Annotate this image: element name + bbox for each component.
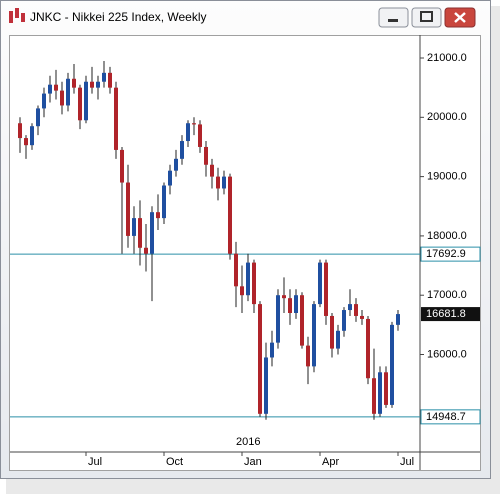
candle-body xyxy=(222,176,226,189)
candle-body xyxy=(378,372,382,414)
candle-body xyxy=(210,164,214,177)
price-tag-label: 14948.7 xyxy=(426,411,466,423)
x-tick-label: Jul xyxy=(88,456,102,468)
candle-body xyxy=(96,81,100,88)
candle-body xyxy=(360,315,364,319)
candle-body xyxy=(90,81,94,88)
candle-body xyxy=(252,262,256,305)
candle-body xyxy=(288,298,292,313)
app-icon xyxy=(9,8,25,23)
candle-body xyxy=(264,357,268,414)
candle-body xyxy=(192,123,196,125)
candle-body xyxy=(348,304,352,311)
candle-body xyxy=(324,262,328,316)
candle-body xyxy=(138,218,142,248)
candle-body xyxy=(108,72,112,88)
candle-body xyxy=(180,141,184,159)
last-price-label: 16681.8 xyxy=(426,308,466,320)
minimize-button[interactable] xyxy=(378,7,409,28)
candle-body xyxy=(78,87,82,121)
candle-body xyxy=(144,247,148,254)
candle-body xyxy=(132,218,136,236)
last-price-tag xyxy=(421,307,480,322)
candle-body xyxy=(246,262,250,296)
candle-body xyxy=(354,304,358,316)
candle-body xyxy=(24,138,28,146)
candle-body xyxy=(342,310,346,331)
candle-body xyxy=(336,330,340,349)
candle-body xyxy=(102,72,106,82)
y-tick-label: 21000.0 xyxy=(427,52,467,64)
x-tick-label: Oct xyxy=(166,456,183,468)
candle-body xyxy=(114,87,118,150)
candle-body xyxy=(30,126,34,146)
year-label: 2016 xyxy=(236,436,260,448)
candle-body xyxy=(372,378,376,414)
x-tick-label: Apr xyxy=(322,456,339,468)
candle-body xyxy=(36,108,40,127)
candle-body xyxy=(384,372,388,405)
candle-body xyxy=(168,170,172,186)
candle-body xyxy=(396,314,400,325)
y-tick-label: 19000.0 xyxy=(427,171,467,183)
candle-body xyxy=(228,176,232,254)
candle-body xyxy=(330,315,334,349)
candle-body xyxy=(18,123,22,139)
y-tick-label: 18000.0 xyxy=(427,230,467,242)
close-button[interactable] xyxy=(444,7,476,28)
candle-body xyxy=(84,81,88,121)
candle-body xyxy=(240,286,244,296)
x-tick-label: Jul xyxy=(400,456,414,468)
candle-body xyxy=(186,123,190,142)
candle-body xyxy=(270,342,274,358)
y-tick-label: 20000.0 xyxy=(427,111,467,123)
candle-body xyxy=(66,78,70,106)
candle-body xyxy=(282,295,286,299)
candle-body xyxy=(54,84,58,91)
candle-body xyxy=(300,295,304,346)
candle-body xyxy=(234,253,238,287)
price-tag xyxy=(420,409,481,425)
y-tick-label: 16000.0 xyxy=(427,348,467,360)
plot: 16000.0 17000.0 18000.0 19000.0 20000.0 21000… xyxy=(10,52,481,468)
candle-body xyxy=(48,84,52,94)
candle-body xyxy=(126,182,130,236)
maximize-button[interactable] xyxy=(411,7,442,28)
candle-body xyxy=(174,158,178,171)
candle-body xyxy=(390,324,394,405)
candle-body xyxy=(120,149,124,183)
candle-body xyxy=(258,304,262,414)
price-tag-label: 17692.9 xyxy=(426,248,466,260)
candle-body xyxy=(204,146,208,165)
candle-body xyxy=(318,262,322,305)
candle-body xyxy=(306,345,310,367)
candle-body xyxy=(312,304,316,367)
candle-body xyxy=(42,93,46,109)
candle-body xyxy=(216,176,220,189)
candle-body xyxy=(294,295,298,313)
candle-body xyxy=(198,124,202,147)
y-tick-label: 17000.0 xyxy=(427,289,467,301)
x-tick-label: Jan xyxy=(244,456,262,468)
price-tag xyxy=(420,246,481,262)
candle-body xyxy=(72,78,76,88)
candle-body xyxy=(276,295,280,343)
candle-body xyxy=(366,318,370,379)
window-title: JNKC - Nikkei 225 Index, Weekly xyxy=(30,10,207,24)
candle-body xyxy=(162,185,166,219)
candle-body xyxy=(156,212,160,219)
candle-body xyxy=(60,90,64,106)
candle-body xyxy=(150,212,154,254)
